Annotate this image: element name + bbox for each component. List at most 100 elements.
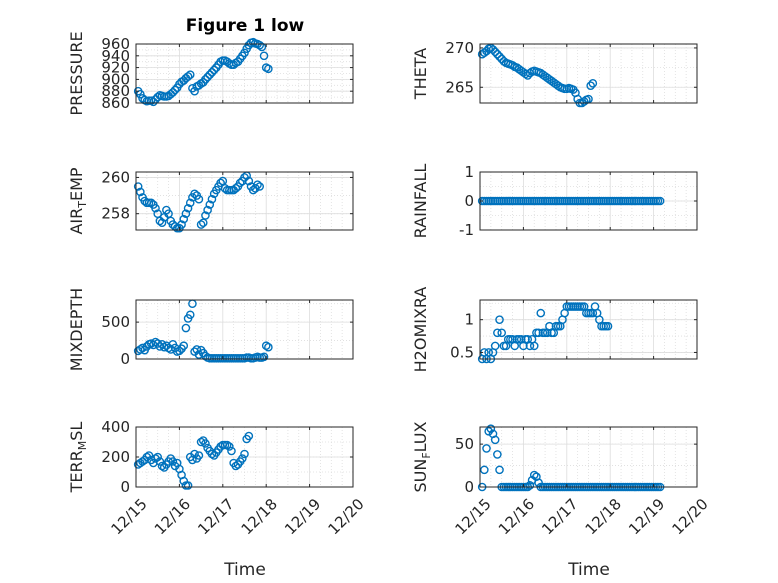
y-tick-label: 860 <box>101 94 130 112</box>
data-point <box>484 426 493 436</box>
data-point <box>264 342 273 352</box>
data-point <box>488 45 498 54</box>
y-axis-label: MIXDEPTH <box>67 288 86 371</box>
y-tick-label: 258 <box>101 205 130 223</box>
data-point <box>579 97 589 106</box>
figure-title: Figure 1 low <box>186 16 305 36</box>
data-point <box>194 451 204 460</box>
data-point <box>493 49 502 59</box>
data-point <box>603 321 613 331</box>
data-point <box>238 454 247 463</box>
data-point <box>259 352 269 362</box>
data-point <box>190 449 199 459</box>
data-point <box>205 70 215 79</box>
data-point <box>168 457 178 466</box>
y-tick-label: 0 <box>120 350 130 368</box>
data-point <box>586 81 595 90</box>
axes-box <box>479 299 698 360</box>
data-point <box>264 64 273 74</box>
subplot-theta: 265 270 THETA <box>411 39 698 108</box>
data-point <box>495 315 504 324</box>
data-point <box>240 48 249 58</box>
y-axis-label: THETA <box>411 48 430 100</box>
subplot-rainfall: -1 0 1 RAINFALL <box>411 163 698 239</box>
x-tick-label: 12/19 <box>625 495 668 538</box>
data-point <box>179 341 189 351</box>
data-point <box>497 328 507 338</box>
data-point <box>255 40 264 50</box>
y-tick-label: 0.5 <box>450 343 474 361</box>
y-tick-label: 920 <box>101 59 130 77</box>
subplot-terr-msl: 0 200 400 12/15 12/16 12/17 12/18 12/19 12/20 TER… <box>67 418 368 538</box>
data-point <box>207 449 217 459</box>
data-point <box>138 343 147 353</box>
y-axis-label: SUNFLUX <box>411 421 433 492</box>
x-tick-label: 12/17 <box>194 495 237 538</box>
data-point <box>227 446 236 456</box>
y-tick-label: 500 <box>101 313 130 331</box>
data-point <box>259 51 269 61</box>
x-tick-label: 12/19 <box>281 495 324 538</box>
y-tick-label: 400 <box>101 418 130 436</box>
data-point <box>244 176 254 186</box>
data-point <box>194 194 204 204</box>
data-point <box>133 182 143 191</box>
data-point <box>534 478 543 488</box>
data-point <box>201 439 210 448</box>
data-point <box>196 220 206 229</box>
data-point <box>261 341 271 351</box>
x-tick-label: 12/20 <box>668 495 711 538</box>
y-tick-label: 50 <box>455 435 474 453</box>
axes-background <box>480 44 697 103</box>
data-point <box>151 203 160 213</box>
data-point <box>146 198 156 208</box>
subplot-sun-flux: 0 50 12/15 12/16 12/17 12/18 12/19 12/20 SUNFLUX <box>411 421 712 538</box>
y-tick-label: 960 <box>101 35 130 53</box>
data-point <box>493 328 502 338</box>
x-tick-label: 12/20 <box>324 495 367 538</box>
data-point <box>192 345 202 354</box>
data-point <box>525 480 535 490</box>
data-point <box>253 180 262 189</box>
subplot-h2omixra: 0.5 1 H2OMIXRA <box>411 287 698 372</box>
data-point <box>235 178 245 188</box>
y-axis-label: RAINFALL <box>411 164 430 239</box>
y-axis-label: PRESSURE <box>67 31 86 115</box>
data-point <box>136 89 145 99</box>
data-point <box>170 85 180 95</box>
data-point <box>508 60 517 70</box>
subplot-mixdepth: 0 500 MIXDEPTH <box>67 288 354 371</box>
data-point <box>203 205 212 215</box>
data-point <box>185 198 195 208</box>
y-tick-label: -1 <box>459 221 474 239</box>
axes-box <box>135 171 354 231</box>
y-axis-label: TERRMSL <box>67 422 89 494</box>
data-point <box>655 196 665 206</box>
data-point <box>216 178 225 188</box>
data-point <box>203 72 212 82</box>
y-tick-label: 0 <box>464 478 474 496</box>
y-tick-label: 200 <box>101 448 130 466</box>
data-point <box>183 481 193 490</box>
data-point <box>201 211 210 220</box>
data-point <box>495 52 504 61</box>
axes-background <box>136 300 353 359</box>
data-point <box>255 182 264 191</box>
data-point <box>207 68 217 77</box>
data-point <box>490 47 500 57</box>
data-point <box>179 476 189 486</box>
data-point <box>486 424 496 434</box>
y-tick-label: 0 <box>464 192 474 210</box>
data-point <box>231 461 241 471</box>
data-point <box>222 440 232 450</box>
y-tick-label: 270 <box>445 39 474 57</box>
x-tick-label: 12/15 <box>451 495 494 538</box>
y-tick-label: 260 <box>101 168 130 186</box>
x-tick-label: 12/16 <box>151 495 194 538</box>
y-axis-label: AIRTEMP <box>67 167 89 234</box>
data-point <box>480 465 489 475</box>
data-point <box>168 88 178 97</box>
